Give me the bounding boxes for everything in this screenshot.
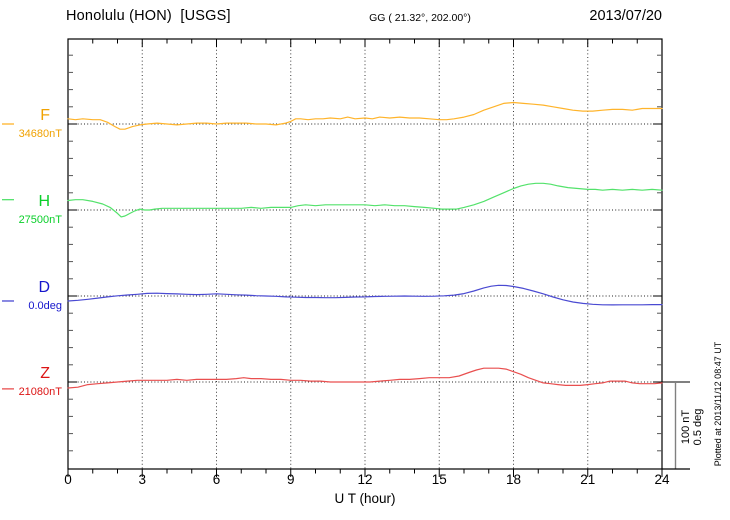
x-axis-title: U T (hour): [334, 491, 396, 506]
x-tick-label-21: 21: [580, 472, 596, 487]
station-title: Honolulu (HON) [USGS]: [66, 8, 231, 24]
trace-D: [67, 284, 663, 306]
channel-letter-D: D: [38, 279, 50, 296]
x-tick-label-6: 6: [212, 472, 221, 487]
x-tick-label-9: 9: [286, 472, 295, 487]
scale-label-deg: 0.5 deg: [692, 409, 704, 446]
channel-ref-value-F: 34680nT: [18, 128, 62, 140]
scale-label-nt: 100 nT: [680, 410, 692, 445]
x-tick-label-0: 0: [64, 472, 72, 487]
trace-F: [67, 101, 663, 130]
trace-H: [67, 182, 663, 218]
x-tick-label-18: 18: [505, 472, 522, 487]
channel-letter-F: F: [40, 107, 50, 124]
channel-ref-value-H: 27500nT: [18, 214, 62, 226]
plot-frame: [67, 38, 663, 470]
trace-Z: [67, 367, 663, 389]
date-label: 2013/07/20: [589, 8, 662, 24]
channel-ref-value-D: 0.0deg: [28, 300, 62, 312]
plotted-at-note: Plotted at 2013/11/12 08:47 UT: [713, 341, 723, 466]
channel-ref-value-Z: 21080nT: [18, 386, 62, 398]
channel-letter-H: H: [38, 193, 50, 210]
x-tick-label-15: 15: [431, 472, 447, 487]
x-tick-label-12: 12: [357, 472, 373, 487]
x-tick-label-24: 24: [654, 472, 670, 487]
x-tick-label-3: 3: [138, 472, 146, 487]
channel-letter-Z: Z: [40, 365, 50, 382]
geographic-coords-label: GG ( 21.32°, 202.00°): [369, 12, 471, 24]
